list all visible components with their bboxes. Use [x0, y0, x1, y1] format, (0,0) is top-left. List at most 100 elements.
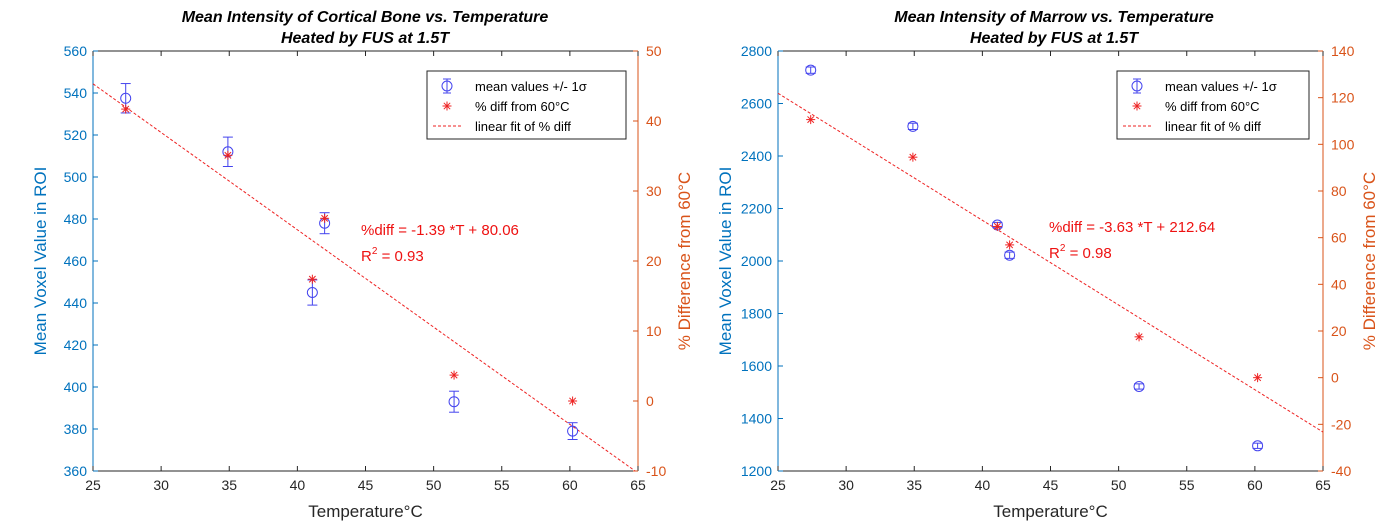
asterisk-stroke	[443, 102, 451, 110]
asterisk-stroke	[993, 222, 1001, 231]
right-y-tick-label: 100	[1331, 136, 1355, 152]
r-squared-value: = 0.93	[377, 248, 423, 265]
x-tick-label: 40	[975, 477, 991, 493]
asterisk-stroke	[450, 371, 458, 379]
legend-label: linear fit of % diff	[1165, 119, 1261, 134]
right-y-tick-label: 30	[646, 183, 662, 199]
x-tick-label: 35	[221, 477, 237, 493]
mean-point	[567, 425, 579, 437]
x-tick-label: 60	[1247, 477, 1263, 493]
pct-diff-point	[568, 396, 578, 406]
pct-diff-point	[992, 221, 1002, 231]
fit-line	[777, 92, 1324, 433]
left-y-axis-label: Mean Voxel Value in ROI	[31, 167, 50, 356]
legend-box	[1116, 70, 1310, 140]
right-y-tick-label: -10	[646, 463, 666, 479]
mean-point	[907, 120, 919, 132]
r-squared-superscript: 2	[1060, 243, 1066, 254]
right-y-tick-label: -20	[1331, 416, 1351, 432]
pct-diff-point	[223, 150, 233, 160]
x-tick-label: 30	[838, 477, 854, 493]
right-y-tick-label: 20	[646, 253, 662, 269]
left-y-tick-label: 2000	[741, 253, 772, 269]
left-y-tick-label: 1600	[741, 358, 772, 374]
left-y-tick-label: 400	[64, 379, 88, 395]
x-tick-label: 50	[1111, 477, 1127, 493]
legend-asterisk-icon	[442, 101, 452, 111]
chart-panel-1: Mean Intensity of Cortical Bone vs. Temp…	[31, 9, 694, 521]
pct-diff-point	[320, 213, 330, 223]
x-tick-label: 50	[426, 477, 442, 493]
left-y-tick-label: 520	[64, 127, 88, 143]
left-y-tick-label: 2600	[741, 96, 772, 112]
chart-subtitle: Heated by FUS at 1.5T	[970, 30, 1139, 47]
right-y-tick-label: 140	[1331, 43, 1355, 59]
asterisk-stroke	[1135, 333, 1143, 341]
legend-label: linear fit of % diff	[475, 119, 571, 134]
x-tick-label: 25	[85, 477, 101, 493]
legend-asterisk-icon	[1132, 101, 1142, 111]
x-tick-label: 55	[494, 477, 510, 493]
right-y-tick-label: -40	[1331, 463, 1351, 479]
left-y-tick-label: 480	[64, 211, 88, 227]
right-y-tick-label: 20	[1331, 323, 1347, 339]
r-squared: R2 = 0.93	[361, 246, 424, 265]
right-y-tick-label: 50	[646, 43, 662, 59]
x-tick-label: 35	[906, 477, 922, 493]
mean-point	[805, 64, 817, 76]
left-y-tick-label: 440	[64, 295, 88, 311]
asterisk-stroke	[1254, 374, 1262, 382]
legend: mean values +/- 1σ % diff from 60°C linear…	[1116, 70, 1310, 140]
left-y-tick-label: 500	[64, 169, 88, 185]
pct-diff-point	[121, 104, 131, 114]
r-squared-prefix: R	[1049, 245, 1060, 262]
pct-diff-point	[1005, 240, 1015, 250]
left-y-tick-label: 1200	[741, 463, 772, 479]
mean-point	[120, 92, 132, 104]
right-y-tick-label: 40	[1331, 276, 1347, 292]
asterisk-stroke	[1006, 241, 1014, 249]
asterisk-stroke	[569, 397, 577, 405]
left-y-tick-label: 2400	[741, 148, 772, 164]
left-y-tick-label: 2800	[741, 43, 772, 59]
right-y-tick-label: 120	[1331, 90, 1355, 106]
right-y-axis-label: % Difference from 60°C	[675, 172, 694, 350]
x-tick-label: 60	[562, 477, 578, 493]
legend-circle-icon	[441, 80, 453, 92]
x-tick-label: 25	[770, 477, 786, 493]
x-tick-label: 45	[1043, 477, 1059, 493]
right-y-tick-label: 60	[1331, 230, 1347, 246]
right-y-tick-label: 40	[646, 113, 662, 129]
asterisk-stroke	[1133, 102, 1141, 110]
legend-label: % diff from 60°C	[1165, 99, 1260, 114]
mean-point	[1133, 380, 1145, 392]
left-y-tick-label: 2200	[741, 201, 772, 217]
pct-diff-point	[1253, 373, 1263, 383]
asterisk-stroke	[807, 116, 815, 124]
pct-diff-point	[449, 370, 459, 380]
asterisk-stroke	[308, 275, 316, 283]
left-y-tick-label: 380	[64, 421, 88, 437]
chart-panel-2: Mean Intensity of Marrow vs. Temperature…	[716, 9, 1379, 521]
chart-subtitle: Heated by FUS at 1.5T	[281, 30, 450, 47]
chart-title: Mean Intensity of Cortical Bone vs. Temp…	[182, 9, 549, 26]
pct-diff-point	[307, 274, 317, 284]
fit-line	[92, 83, 636, 472]
mean-point	[1252, 440, 1264, 452]
left-y-tick-label: 460	[64, 253, 88, 269]
legend-label: mean values +/- 1σ	[1165, 79, 1277, 94]
x-axis-label: Temperature°C	[308, 502, 423, 521]
left-y-tick-label: 360	[64, 463, 88, 479]
pct-diff-point	[1134, 332, 1144, 342]
chart-title: Mean Intensity of Marrow vs. Temperature	[894, 9, 1214, 26]
left-y-tick-label: 420	[64, 337, 88, 353]
left-y-tick-label: 1800	[741, 306, 772, 322]
mean-point	[1004, 249, 1016, 261]
fit-equation: %diff = -1.39 *T + 80.06	[361, 222, 519, 239]
r-squared: R2 = 0.98	[1049, 243, 1112, 262]
x-axis-label: Temperature°C	[993, 502, 1108, 521]
mean-point	[306, 287, 318, 298]
right-y-tick-label: 0	[1331, 370, 1339, 386]
legend: mean values +/- 1σ % diff from 60°C linear…	[426, 70, 627, 140]
right-y-tick-label: 10	[646, 323, 662, 339]
